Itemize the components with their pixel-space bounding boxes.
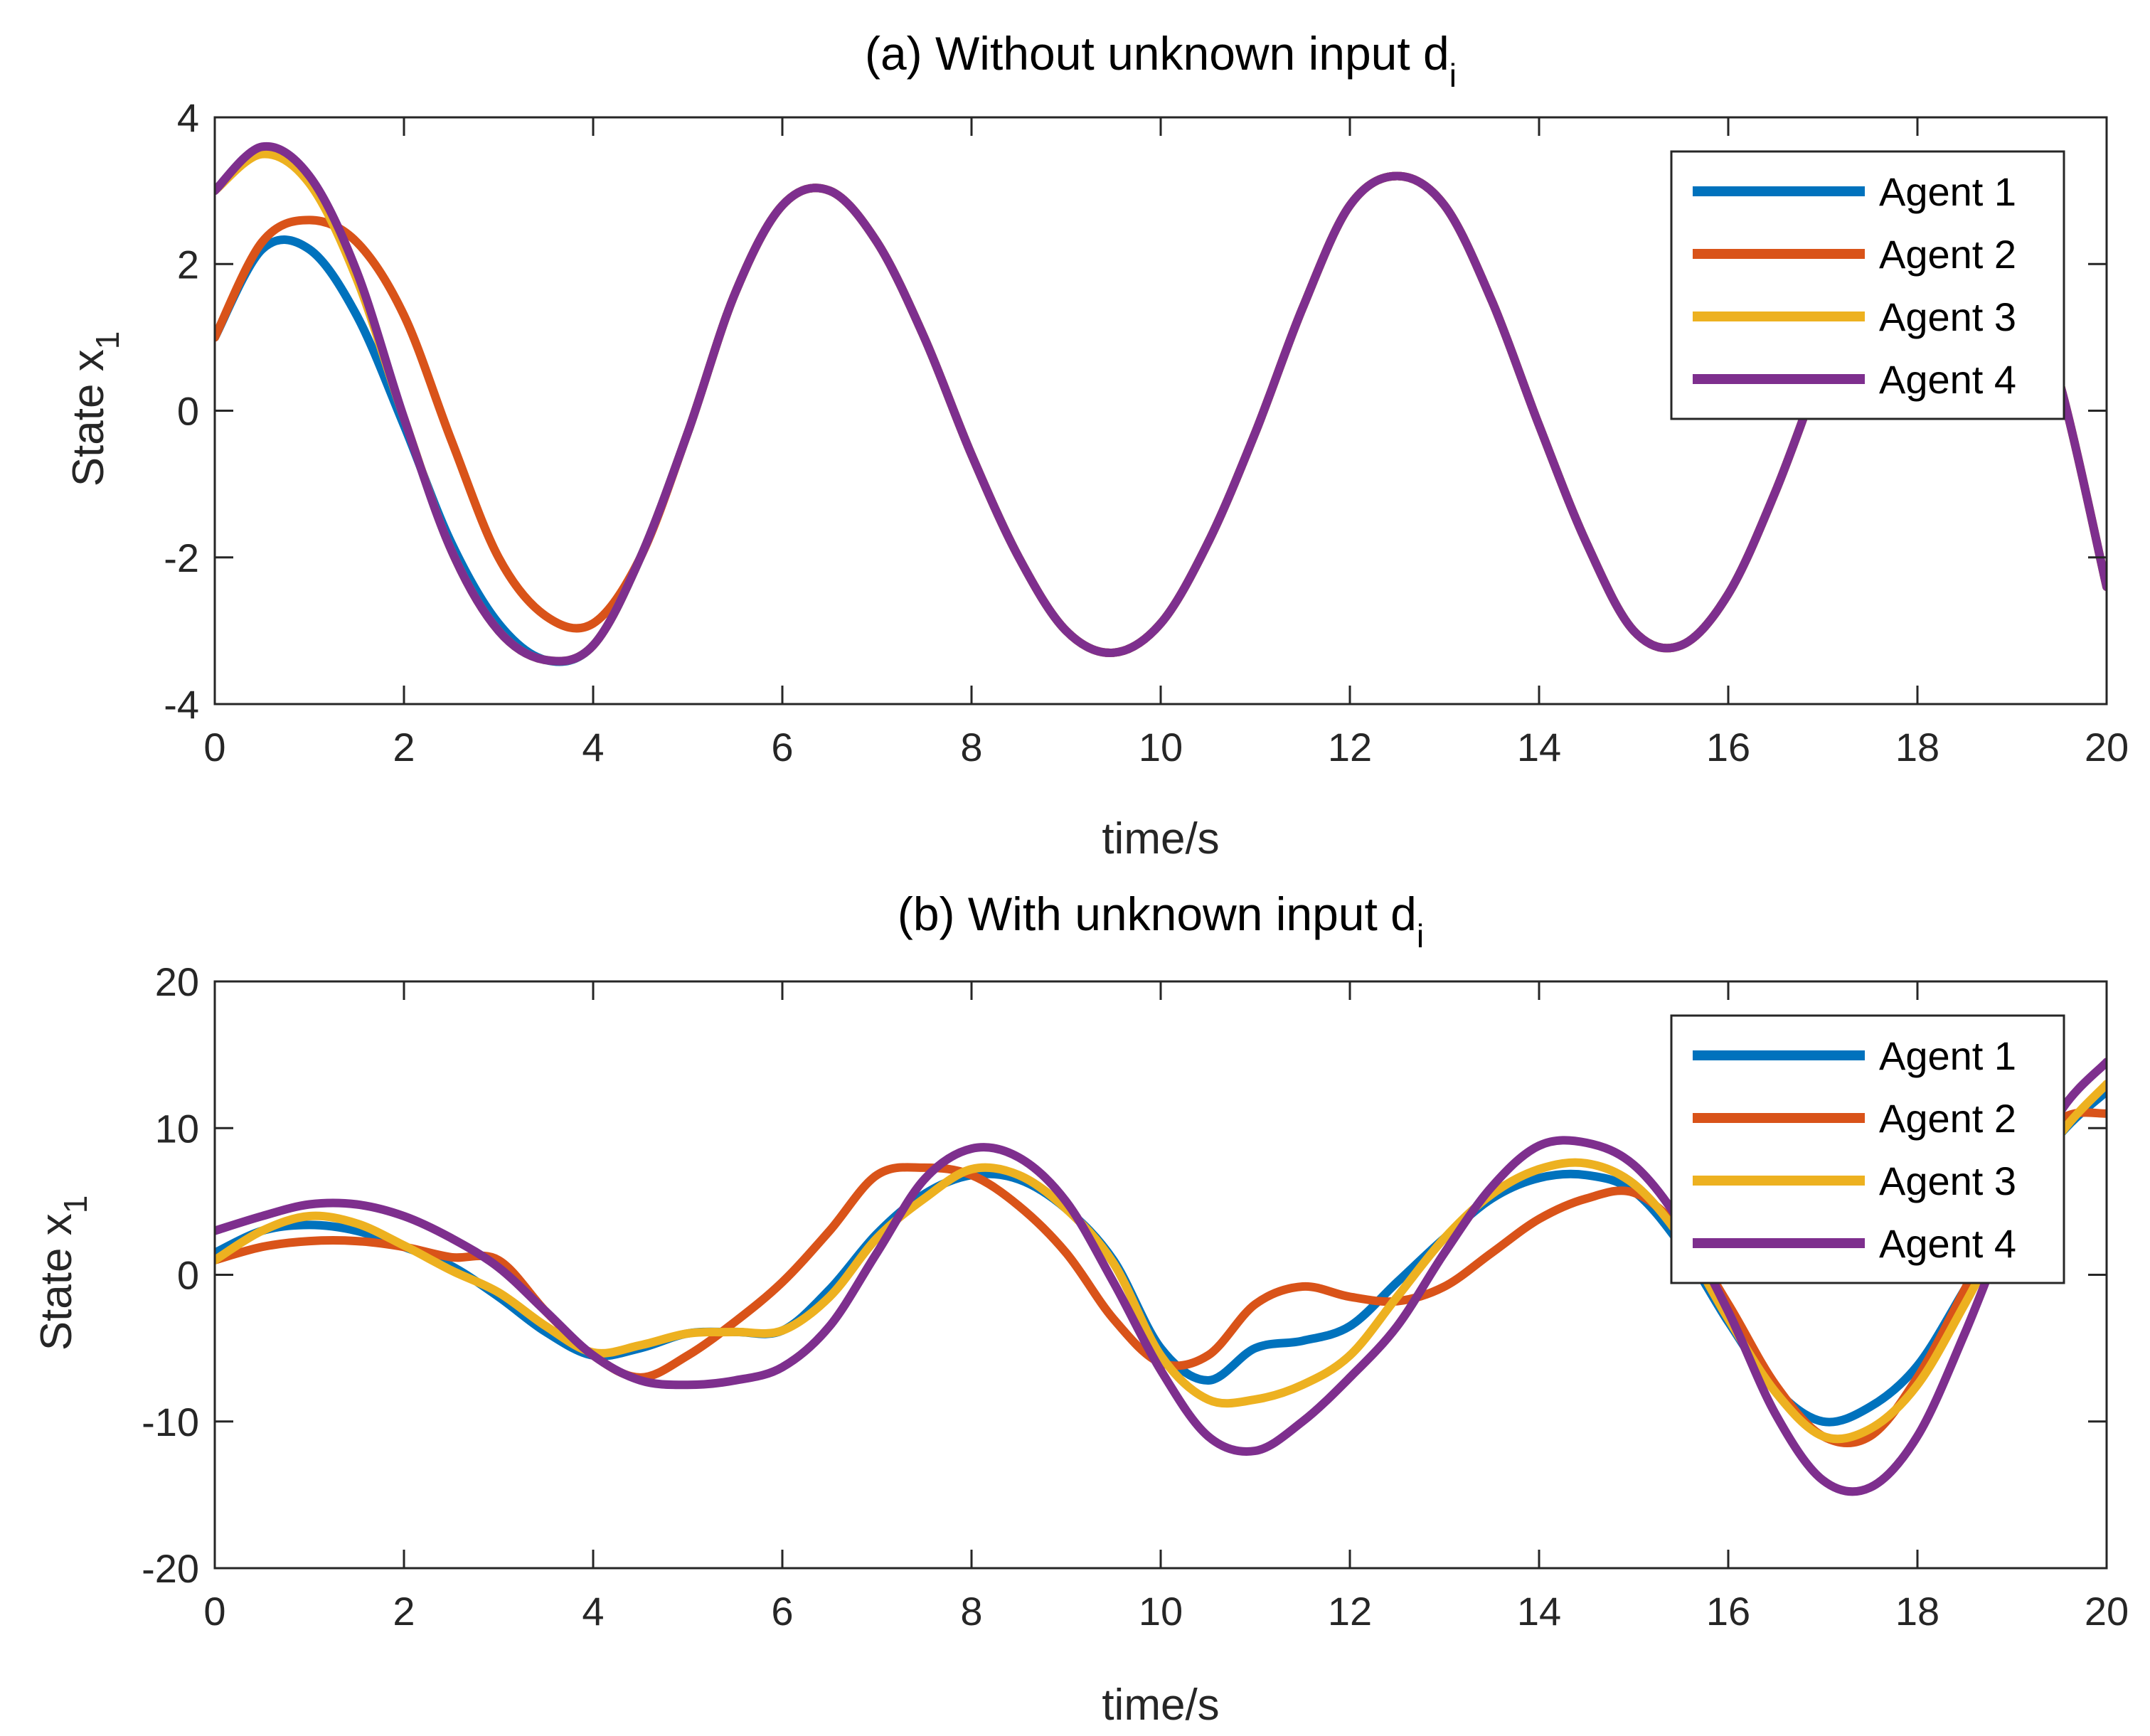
y-tick-label: 4 <box>177 95 199 140</box>
x-axis-label: time/s <box>1102 814 1219 863</box>
legend-item-agent-1: Agent 1 <box>1693 1033 2016 1078</box>
legend-item-agent-4: Agent 4 <box>1693 1221 2016 1266</box>
x-tick-label: 20 <box>2085 1589 2129 1634</box>
legend-label: Agent 1 <box>1879 169 2016 214</box>
legend-item-agent-1: Agent 1 <box>1693 169 2016 214</box>
x-tick-label: 12 <box>1328 725 1372 770</box>
chart-panel-b: (b) With unknown input di 0 2 4 6 8 10 12 14 16 1… <box>32 888 2129 1730</box>
ticks-layer: 0 2 4 6 8 10 12 14 16 18 20 -4 -2 0 2 4 <box>164 95 2129 770</box>
legend-label: Agent 3 <box>1879 1159 2016 1203</box>
y-tick-label: 20 <box>155 959 199 1004</box>
x-tick-label: 8 <box>960 725 982 770</box>
x-tick-label: 4 <box>582 1589 604 1634</box>
title-subscript: i <box>1417 917 1424 954</box>
x-tick-label: 6 <box>771 725 793 770</box>
chart-panel-a: (a) Without unknown input di 0 2 4 6 8 10 12 14… <box>64 27 2129 863</box>
x-tick-label: 8 <box>960 1589 982 1634</box>
x-tick-label: 16 <box>1706 725 1750 770</box>
y-tick-label: 0 <box>177 389 199 434</box>
legend-label: Agent 1 <box>1879 1033 2016 1078</box>
y-label-subscript: 1 <box>89 331 126 350</box>
y-axis-label: State x1 <box>64 331 126 487</box>
legend-label: Agent 4 <box>1879 357 2016 402</box>
x-tick-label: 18 <box>1895 1589 1939 1634</box>
y-tick-label: -10 <box>142 1400 199 1444</box>
legend-label: Agent 3 <box>1879 294 2016 339</box>
y-tick-label: -2 <box>164 536 199 580</box>
x-tick-label: 20 <box>2085 725 2129 770</box>
y-tick-label: -20 <box>142 1546 199 1591</box>
x-tick-label: 0 <box>203 725 225 770</box>
x-tick-label: 4 <box>582 725 604 770</box>
y-tick-label: 10 <box>155 1106 199 1151</box>
legend-item-agent-2: Agent 2 <box>1693 232 2016 277</box>
x-tick-label: 10 <box>1139 725 1183 770</box>
legend-item-agent-3: Agent 3 <box>1693 294 2016 339</box>
chart-title: (b) With unknown input di <box>898 888 1424 954</box>
legend-label: Agent 2 <box>1879 232 2016 277</box>
x-tick-label: 14 <box>1517 725 1561 770</box>
y-label-subscript: 1 <box>57 1196 94 1214</box>
legend: Agent 1 Agent 2 Agent 3 Agent 4 <box>1670 150 2065 420</box>
ticks-layer: 0 2 4 6 8 10 12 14 16 18 20 -20 -10 0 10 20 <box>142 959 2129 1634</box>
series-line-agent-4 <box>215 1058 2107 1496</box>
x-tick-label: 6 <box>771 1589 793 1634</box>
legend: Agent 1 Agent 2 Agent 3 Agent 4 <box>1670 1014 2065 1284</box>
x-tick-label: 18 <box>1895 725 1939 770</box>
x-tick-label: 2 <box>393 725 415 770</box>
legend-label: Agent 4 <box>1879 1221 2016 1266</box>
series-layer <box>215 1058 2107 1496</box>
legend-label: Agent 2 <box>1879 1096 2016 1141</box>
title-subscript: i <box>1449 57 1457 94</box>
y-tick-label: 2 <box>177 242 199 287</box>
legend-item-agent-3: Agent 3 <box>1693 1159 2016 1203</box>
y-tick-label: -4 <box>164 682 199 727</box>
x-tick-label: 14 <box>1517 1589 1561 1634</box>
legend-item-agent-2: Agent 2 <box>1693 1096 2016 1141</box>
y-tick-label: 0 <box>177 1253 199 1298</box>
x-tick-label: 0 <box>203 1589 225 1634</box>
legend-item-agent-4: Agent 4 <box>1693 357 2016 402</box>
x-tick-label: 2 <box>393 1589 415 1634</box>
x-tick-label: 12 <box>1328 1589 1372 1634</box>
chart-title: (a) Without unknown input di <box>865 27 1457 94</box>
x-tick-label: 10 <box>1139 1589 1183 1634</box>
x-tick-label: 16 <box>1706 1589 1750 1634</box>
x-axis-label: time/s <box>1102 1681 1219 1730</box>
y-axis-label: State x1 <box>32 1196 94 1351</box>
series-line-agent-1 <box>215 1087 2107 1427</box>
series-line-agent-3 <box>215 1080 2107 1444</box>
